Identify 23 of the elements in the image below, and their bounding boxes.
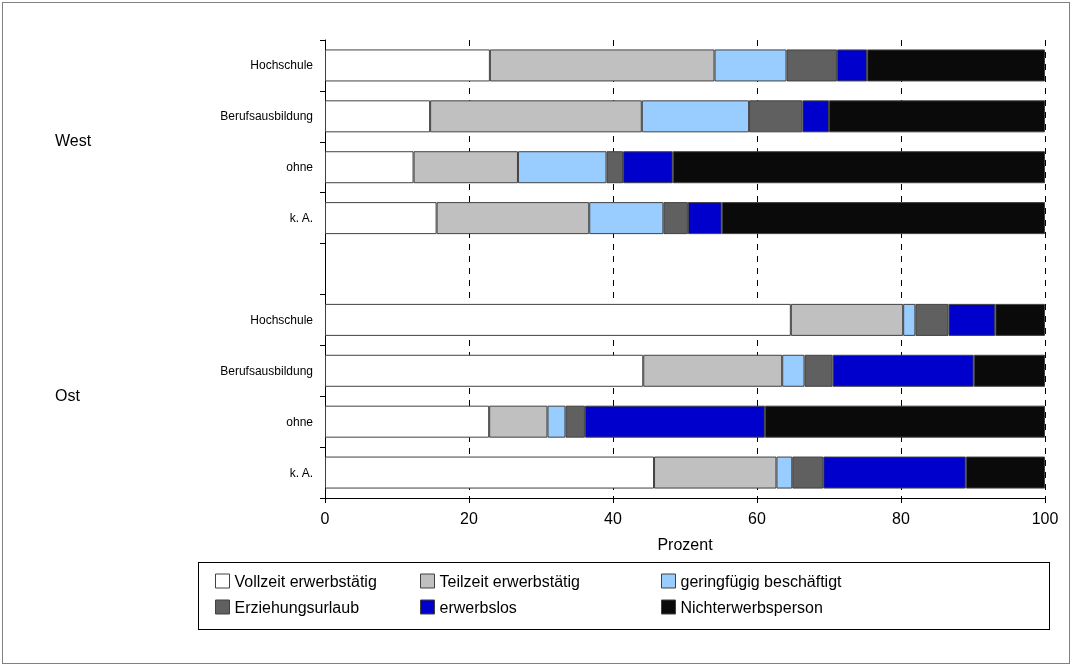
y-tick-label: Berufsausbildung: [220, 363, 313, 378]
y-tick-label: k. A.: [289, 465, 313, 480]
x-tick-label: 100: [1031, 509, 1059, 527]
text: Ost: [55, 386, 81, 404]
legend-label: Vollzeit erwerbstätig: [234, 572, 377, 590]
legend-label: geringfügig beschäftigt: [680, 572, 843, 590]
y-tick-label: ohne: [286, 414, 314, 429]
x-tick-label: 40: [604, 509, 622, 527]
x-tick-label: 60: [748, 509, 766, 527]
y-tick-label: Hochschule: [250, 58, 314, 73]
y-tick-label: Hochschule: [250, 312, 314, 327]
text: West: [55, 132, 92, 150]
y-tick-label: ohne: [286, 160, 314, 175]
y-tick-label: Berufsausbildung: [220, 109, 313, 124]
legend-label: Teilzeit erwerbstätig: [439, 572, 580, 590]
x-tick-label: 0: [320, 509, 330, 527]
y-tick-label: k. A.: [289, 211, 313, 226]
x-axis-title: Prozent: [657, 535, 714, 553]
legend-label: erwerbslos: [439, 598, 517, 616]
x-tick-label: 20: [460, 509, 478, 527]
legend-label: Erziehungsurlaub: [234, 598, 360, 616]
legend-label: Nichterwerbsperson: [680, 598, 823, 616]
x-tick-label: 80: [892, 509, 910, 527]
